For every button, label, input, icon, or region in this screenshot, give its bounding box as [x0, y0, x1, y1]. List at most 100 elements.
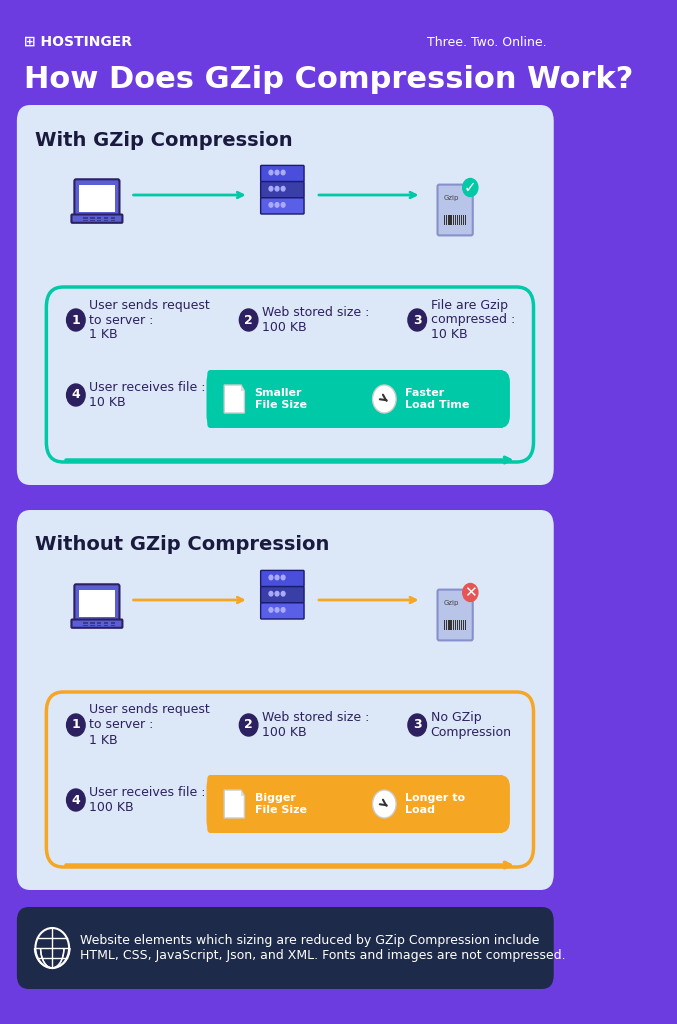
Bar — [445, 620, 447, 631]
Circle shape — [275, 592, 279, 596]
Polygon shape — [241, 790, 244, 796]
Bar — [457, 214, 458, 225]
Bar — [443, 214, 445, 225]
Text: 1: 1 — [72, 313, 81, 327]
Circle shape — [66, 384, 85, 406]
FancyBboxPatch shape — [17, 510, 554, 890]
Bar — [450, 620, 451, 631]
Bar — [455, 620, 456, 631]
FancyBboxPatch shape — [207, 775, 355, 833]
Text: With GZip Compression: With GZip Compression — [35, 130, 293, 150]
Text: No GZip
Compression: No GZip Compression — [431, 711, 512, 739]
Text: Gzip: Gzip — [443, 600, 458, 606]
Bar — [461, 620, 462, 631]
Circle shape — [408, 309, 427, 331]
Text: ✓: ✓ — [464, 180, 477, 195]
Circle shape — [281, 575, 285, 580]
Circle shape — [269, 607, 273, 612]
Bar — [457, 620, 458, 631]
Text: Faster
Load Time: Faster Load Time — [405, 388, 469, 410]
Bar — [443, 620, 445, 631]
Text: Longer to
Load: Longer to Load — [405, 794, 464, 815]
Circle shape — [269, 592, 273, 596]
FancyBboxPatch shape — [261, 570, 304, 587]
Text: 2: 2 — [244, 719, 253, 731]
Circle shape — [281, 170, 285, 175]
FancyBboxPatch shape — [437, 184, 473, 236]
FancyBboxPatch shape — [72, 620, 123, 628]
Text: User receives file :
100 KB: User receives file : 100 KB — [89, 786, 206, 814]
FancyBboxPatch shape — [206, 370, 510, 428]
Circle shape — [281, 203, 285, 207]
Circle shape — [281, 592, 285, 596]
Circle shape — [269, 575, 273, 580]
Bar — [79, 185, 115, 212]
Text: 2: 2 — [244, 313, 253, 327]
Bar — [447, 214, 449, 225]
Circle shape — [269, 170, 273, 175]
FancyBboxPatch shape — [17, 907, 554, 989]
Bar — [447, 620, 449, 631]
FancyBboxPatch shape — [74, 179, 119, 217]
Bar — [453, 620, 454, 631]
FancyBboxPatch shape — [261, 166, 304, 181]
FancyBboxPatch shape — [207, 370, 355, 428]
Bar — [459, 214, 460, 225]
Circle shape — [275, 607, 279, 612]
Circle shape — [269, 186, 273, 190]
Polygon shape — [224, 790, 244, 818]
FancyBboxPatch shape — [206, 775, 510, 833]
Text: 4: 4 — [72, 388, 81, 401]
Text: File are Gzip
compressed :
10 KB: File are Gzip compressed : 10 KB — [431, 299, 515, 341]
Circle shape — [66, 714, 85, 736]
Bar — [453, 214, 454, 225]
Circle shape — [281, 186, 285, 190]
Bar — [455, 214, 456, 225]
Text: Three. Two. Online.: Three. Two. Online. — [427, 36, 547, 48]
Text: ⊞ HOSTINGER: ⊞ HOSTINGER — [24, 35, 131, 49]
Text: 4: 4 — [72, 794, 81, 807]
Text: Website elements which sizing are reduced by GZip Compression include
HTML, CSS,: Website elements which sizing are reduce… — [80, 934, 566, 962]
Text: Gzip: Gzip — [443, 195, 458, 201]
FancyBboxPatch shape — [357, 775, 504, 833]
Text: Without GZip Compression: Without GZip Compression — [35, 536, 330, 555]
FancyBboxPatch shape — [261, 181, 304, 198]
Polygon shape — [241, 385, 244, 391]
Circle shape — [275, 186, 279, 190]
Circle shape — [275, 203, 279, 207]
Circle shape — [372, 385, 396, 413]
FancyBboxPatch shape — [261, 587, 304, 603]
Circle shape — [372, 790, 396, 818]
Text: 1: 1 — [72, 719, 81, 731]
Bar — [462, 620, 464, 631]
Text: Web stored size :
100 KB: Web stored size : 100 KB — [262, 711, 370, 739]
Circle shape — [66, 790, 85, 811]
Text: ✕: ✕ — [464, 585, 477, 600]
Text: 3: 3 — [413, 313, 422, 327]
Circle shape — [269, 203, 273, 207]
FancyBboxPatch shape — [74, 585, 119, 623]
Text: How Does GZip Compression Work?: How Does GZip Compression Work? — [24, 66, 633, 94]
Bar — [450, 214, 451, 225]
FancyBboxPatch shape — [261, 603, 304, 618]
FancyBboxPatch shape — [261, 198, 304, 214]
Circle shape — [462, 178, 478, 197]
Polygon shape — [224, 385, 244, 413]
Text: Web stored size :
100 KB: Web stored size : 100 KB — [262, 306, 370, 334]
FancyBboxPatch shape — [437, 590, 473, 640]
Bar — [461, 214, 462, 225]
Bar — [462, 214, 464, 225]
FancyBboxPatch shape — [17, 105, 554, 485]
Text: User sends request
to server :
1 KB: User sends request to server : 1 KB — [89, 299, 210, 341]
Bar — [459, 620, 460, 631]
Circle shape — [240, 309, 258, 331]
FancyBboxPatch shape — [72, 214, 123, 223]
Text: Bigger
File Size: Bigger File Size — [255, 794, 307, 815]
Text: 3: 3 — [413, 719, 422, 731]
Circle shape — [240, 714, 258, 736]
Text: Smaller
File Size: Smaller File Size — [255, 388, 307, 410]
Bar — [464, 620, 466, 631]
Circle shape — [66, 309, 85, 331]
FancyBboxPatch shape — [357, 370, 504, 428]
Circle shape — [408, 714, 427, 736]
